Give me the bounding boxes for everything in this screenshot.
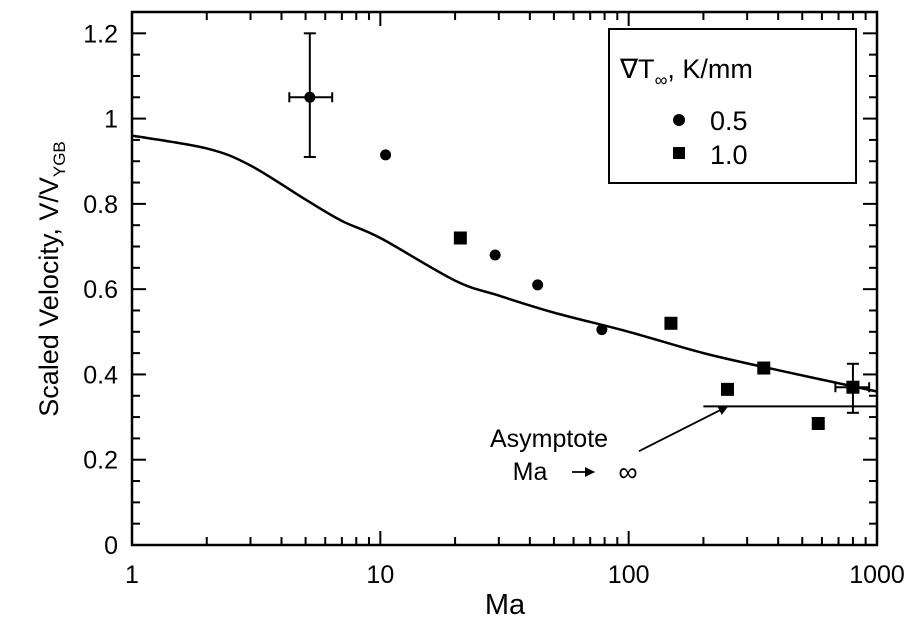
annotation-asymptote-label: Asymptote: [490, 425, 608, 453]
annotation-arrow: [638, 405, 729, 452]
data-point-circle: [489, 249, 501, 261]
data-point-square: [757, 361, 771, 375]
data-point-square: [453, 231, 467, 245]
data-point-square: [720, 382, 734, 396]
x-tick-labels: 1 10 100 1000: [125, 561, 905, 589]
theory-curve: [131, 134, 878, 393]
x-tick-label: 10: [366, 561, 394, 589]
x-axis-label: Ma: [485, 589, 526, 621]
data-point-circle: [532, 279, 544, 291]
data-points: [288, 32, 871, 430]
x-tick-label: 100: [608, 561, 650, 589]
x-tick-label: 1: [125, 561, 139, 589]
legend-marker-square: [673, 147, 685, 159]
y-tick-label: 0.2: [83, 447, 118, 475]
legend-entry-0.5: 0.5: [710, 106, 748, 136]
legend-marker-circle: [673, 114, 685, 126]
data-point-square: [811, 416, 825, 430]
data-point-circle: [380, 149, 392, 161]
y-tick-label: 0.6: [83, 276, 118, 304]
y-tick-label: 1: [104, 106, 118, 134]
y-tick-label: 0: [104, 532, 118, 560]
data-point-circle: [304, 91, 316, 103]
annotation-infinity: ∞: [618, 457, 637, 487]
y-tick-label: 0.4: [83, 361, 118, 389]
legend-box: [608, 28, 857, 184]
data-point-square: [664, 316, 678, 330]
legend-entry-1.0: 1.0: [710, 140, 748, 170]
legend: ∇T∞, K/mm 0.5 1.0: [608, 28, 857, 184]
y-tick-labels: 0 0.2 0.4 0.6 0.8 1 1.2: [83, 20, 118, 560]
y-axis-label: Scaled Velocity, V/VYGB: [34, 141, 69, 417]
data-point-square: [846, 380, 860, 394]
legend-title: ∇T∞, K/mm: [619, 54, 753, 90]
x-tick-label: 1000: [849, 561, 905, 589]
y-tick-label: 0.8: [83, 191, 118, 219]
annotation-ma-label: Ma: [513, 458, 548, 486]
y-tick-label: 1.2: [83, 20, 118, 48]
plot-frame: [130, 10, 879, 547]
data-point-circle: [596, 324, 608, 336]
axis-ticks: [131, 12, 878, 546]
